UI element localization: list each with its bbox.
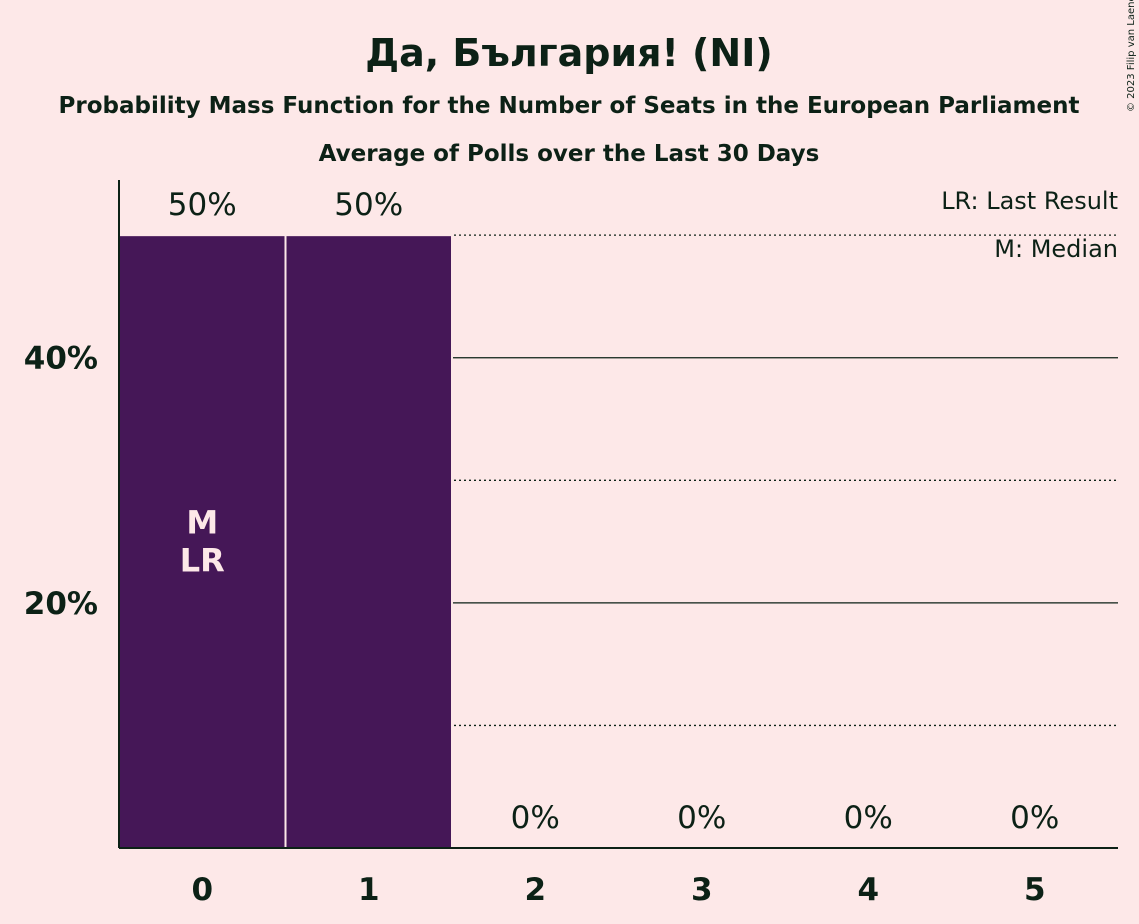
bar	[118, 234, 287, 850]
bar-value-label: 0%	[511, 800, 560, 836]
bars	[118, 234, 453, 850]
x-tick-label: 1	[358, 872, 380, 908]
x-tick-label: 0	[191, 872, 213, 908]
x-tick-label: 5	[1024, 872, 1046, 908]
chart-subtitle: Probability Mass Function for the Number…	[59, 93, 1080, 119]
bar-value-label: 50%	[168, 187, 237, 223]
bar-value-label: 0%	[1010, 800, 1059, 836]
x-tick-label: 4	[857, 872, 879, 908]
axes: 20% 40% 0 1 2 3 4 5	[24, 180, 1118, 908]
last-result-marker: LR	[180, 542, 225, 580]
chart-subtitle-secondary: Average of Polls over the Last 30 Days	[319, 141, 820, 167]
bar-value-label: 0%	[844, 800, 893, 836]
bar-value-label: 0%	[677, 800, 726, 836]
x-tick-label: 3	[691, 872, 713, 908]
legend-last-result: LR: Last Result	[941, 187, 1118, 215]
y-tick-label: 20%	[24, 586, 98, 622]
bar-value-label: 50%	[334, 187, 403, 223]
median-marker: M	[186, 504, 218, 542]
chart-title: Да, България! (NI)	[365, 31, 772, 75]
data-labels: 50% 50% 0% 0% 0% 0% MLR	[168, 187, 1060, 836]
copyright-notice: © 2023 Filip van Laenen	[1126, 0, 1137, 112]
x-tick-label: 2	[524, 872, 546, 908]
y-tick-label: 40%	[24, 341, 98, 377]
bar	[284, 234, 453, 850]
legend-median: M: Median	[994, 235, 1118, 263]
